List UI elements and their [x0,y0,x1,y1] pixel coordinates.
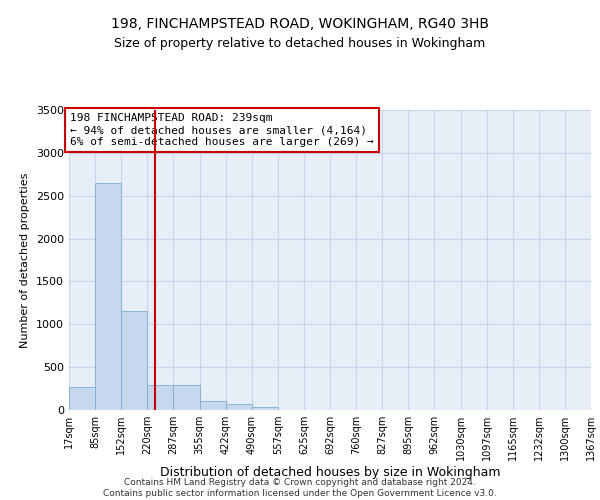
Bar [226,404,252,410]
Text: 198, FINCHAMPSTEAD ROAD, WOKINGHAM, RG40 3HB: 198, FINCHAMPSTEAD ROAD, WOKINGHAM, RG40… [111,18,489,32]
Bar [200,402,226,410]
Y-axis label: Number of detached properties: Number of detached properties [20,172,31,348]
X-axis label: Distribution of detached houses by size in Wokingham: Distribution of detached houses by size … [160,466,500,479]
Bar [121,312,148,410]
Bar [173,384,200,410]
Bar [148,384,173,410]
Bar [95,183,121,410]
Text: 198 FINCHAMPSTEAD ROAD: 239sqm
← 94% of detached houses are smaller (4,164)
6% o: 198 FINCHAMPSTEAD ROAD: 239sqm ← 94% of … [70,114,374,146]
Bar [69,387,95,410]
Bar [252,406,278,410]
Text: Size of property relative to detached houses in Wokingham: Size of property relative to detached ho… [115,38,485,51]
Text: Contains HM Land Registry data © Crown copyright and database right 2024.
Contai: Contains HM Land Registry data © Crown c… [103,478,497,498]
